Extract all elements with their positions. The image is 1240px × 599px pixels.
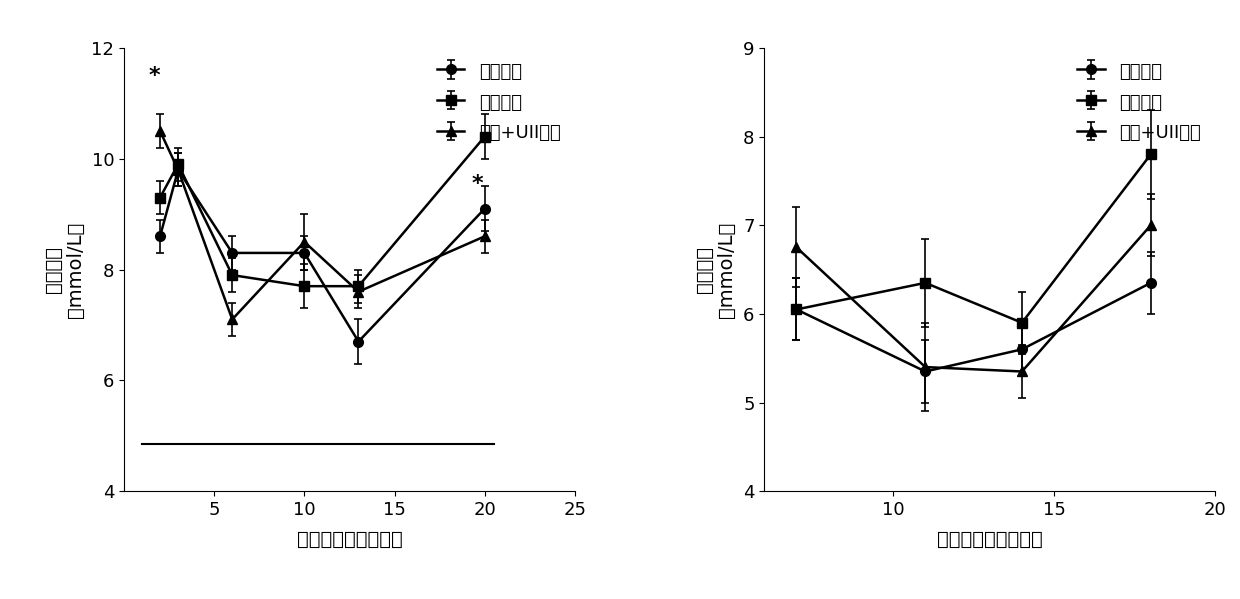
Text: *: *	[471, 174, 484, 193]
Y-axis label: 空腹血糖
（mmol/L）: 空腹血糖 （mmol/L）	[696, 222, 737, 317]
X-axis label: 给药持续时间（天）: 给药持续时间（天）	[296, 530, 402, 549]
Y-axis label: 随机血糖
（mmol/L）: 随机血糖 （mmol/L）	[43, 222, 84, 317]
Legend: 正常对照, 高脂对照, 高脂+UII多肽: 正常对照, 高脂对照, 高脂+UII多肽	[1073, 57, 1207, 148]
Text: *: *	[149, 66, 160, 86]
X-axis label: 给药持续时间（天）: 给药持续时间（天）	[937, 530, 1043, 549]
Legend: 正常对照, 高脂对照, 高脂+UII多肽: 正常对照, 高脂对照, 高脂+UII多肽	[432, 57, 565, 148]
